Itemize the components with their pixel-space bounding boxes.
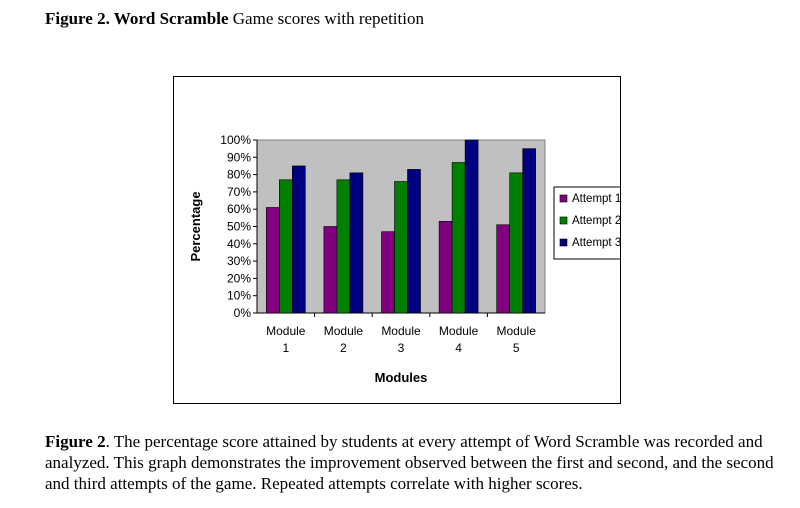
y-tick-label: 50%	[227, 220, 251, 234]
chart-frame: 0% 10% 20% 30% 40% 50% 60% 70% 80% 90% 100% Module 1…	[173, 76, 621, 404]
x-tick-label: Module	[266, 324, 306, 338]
y-tick-label: 70%	[227, 185, 251, 199]
legend-label: Attempt 3	[572, 237, 620, 249]
legend-swatch	[559, 238, 568, 247]
figure-title-rest: Game scores with repetition	[228, 9, 424, 28]
bar	[292, 165, 306, 314]
y-tick-label: 100%	[220, 133, 251, 147]
x-tick-label: Module	[439, 324, 479, 338]
x-axis-title: Modules	[375, 370, 428, 385]
caption-label: Figure 2	[45, 432, 106, 451]
x-tick-label: 2	[340, 341, 347, 355]
bar	[451, 162, 466, 314]
x-tick-label: Module	[497, 324, 537, 338]
bar	[323, 226, 338, 314]
bar	[349, 172, 364, 314]
y-tick-label: 90%	[227, 150, 251, 164]
legend-label: Attempt 1	[572, 193, 620, 205]
y-tick-label: 10%	[227, 289, 251, 303]
bar	[509, 172, 524, 314]
y-tick-label: 40%	[227, 237, 251, 251]
y-tick-label: 80%	[227, 168, 251, 182]
figure-title-bold: Figure 2. Word Scramble	[45, 9, 229, 28]
bar	[407, 169, 421, 314]
figure-title: Figure 2. Word Scramble Game scores with…	[45, 9, 424, 29]
x-tick-label: 3	[398, 341, 405, 355]
bar-chart: 0% 10% 20% 30% 40% 50% 60% 70% 80% 90% 100% Module 1…	[188, 133, 620, 385]
x-tick-label: 4	[455, 341, 462, 355]
bar	[336, 179, 351, 314]
x-tick-label: 1	[282, 341, 289, 355]
x-tick-label: 5	[513, 341, 520, 355]
bar	[266, 207, 280, 314]
legend-swatch	[559, 216, 568, 225]
figure-caption: Figure 2. The percentage score attained …	[45, 431, 775, 494]
bar	[279, 179, 293, 314]
x-tick-label: Module	[324, 324, 364, 338]
y-axis-title: Percentage	[188, 191, 203, 261]
caption-text: . The percentage score attained by stude…	[45, 432, 774, 493]
bar	[496, 224, 511, 314]
bar	[522, 148, 537, 314]
y-tick-label: 60%	[227, 202, 251, 216]
y-tick-label: 20%	[227, 271, 251, 285]
bar	[464, 139, 479, 314]
legend-label: Attempt 2	[572, 215, 620, 227]
legend-swatch	[559, 194, 568, 203]
bar	[394, 181, 408, 314]
bar	[438, 221, 453, 314]
bar	[381, 231, 395, 314]
y-tick-label: 0%	[234, 306, 252, 320]
x-tick-label: Module	[381, 324, 421, 338]
y-tick-label: 30%	[227, 254, 251, 268]
